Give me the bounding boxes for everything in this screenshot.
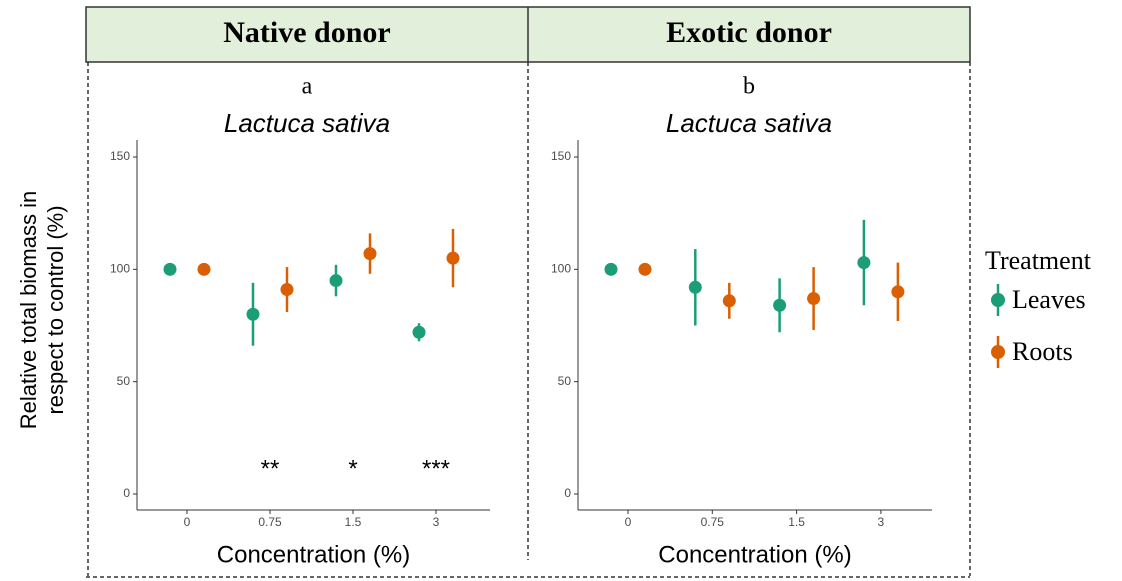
annotation: *** (422, 455, 450, 482)
point (722, 294, 736, 308)
point (246, 307, 260, 321)
panel-label: a (302, 74, 313, 100)
legend-title: Treatment (985, 246, 1092, 275)
point (363, 247, 377, 261)
legend-marker (991, 345, 1005, 359)
panel-title: Lactuca sativa (666, 108, 832, 138)
point (329, 274, 343, 288)
annotation: * (348, 455, 357, 482)
panel-title: Lactuca sativa (224, 108, 390, 138)
panel-header: Native donor (223, 16, 391, 49)
y-tick-label: 50 (117, 374, 131, 388)
point (773, 298, 787, 312)
y-tick-label: 100 (551, 262, 571, 276)
point (163, 262, 177, 276)
legend-marker (991, 293, 1005, 307)
y-tick-label: 150 (110, 149, 130, 163)
point (197, 262, 211, 276)
legend-label: Leaves (1012, 285, 1086, 314)
x-tick-label: 0.75 (258, 515, 282, 529)
panel-label: b (743, 74, 755, 100)
y-tick-label: 100 (110, 262, 130, 276)
point (446, 251, 460, 265)
point (280, 283, 294, 297)
y-axis-label: respect to control (%) (43, 205, 68, 414)
legend-label: Roots (1012, 337, 1073, 366)
x-tick-label: 3 (878, 515, 885, 529)
y-tick-label: 0 (564, 486, 571, 500)
x-axis-label: Concentration (%) (658, 541, 851, 568)
point (891, 285, 905, 299)
x-axis-label: Concentration (%) (217, 541, 410, 568)
point (638, 262, 652, 276)
x-tick-label: 1.5 (788, 515, 805, 529)
y-axis-label: Relative total biomass in (16, 191, 41, 429)
y-tick-label: 0 (123, 486, 130, 500)
point (604, 262, 618, 276)
point (807, 292, 821, 306)
y-tick-label: 50 (558, 374, 572, 388)
x-tick-label: 0.75 (701, 515, 725, 529)
point (412, 325, 426, 339)
panel-borders (86, 62, 971, 578)
y-tick-label: 150 (551, 149, 571, 163)
panel-header: Exotic donor (666, 16, 832, 49)
x-tick-label: 1.5 (345, 515, 362, 529)
x-tick-label: 3 (433, 515, 440, 529)
point (857, 256, 871, 270)
point (688, 280, 702, 294)
x-tick-label: 0 (625, 515, 632, 529)
annotation: ** (261, 455, 280, 482)
x-tick-label: 0 (184, 515, 191, 529)
